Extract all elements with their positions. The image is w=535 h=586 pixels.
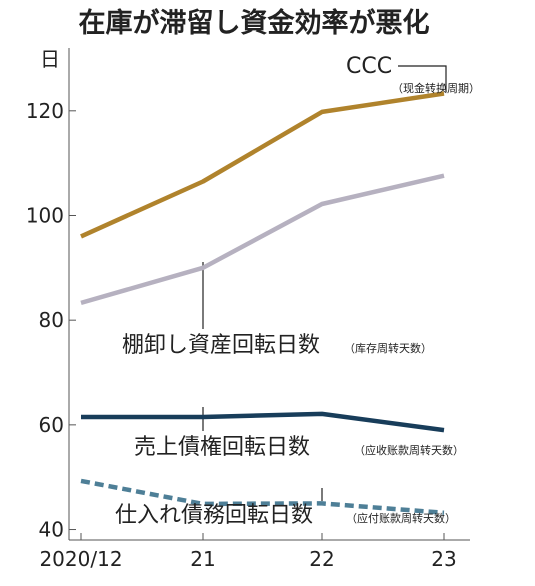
chart-title: 在庫が滞留し資金効率が悪化 (79, 7, 430, 39)
y-tick-label: 120 (26, 99, 64, 123)
series-label: 仕入れ債務回転日数 (115, 503, 313, 528)
series-line (80, 91, 445, 239)
series-label: 売上債権回転日数 (134, 435, 310, 460)
x-tick-label: 2020/12 (39, 547, 122, 571)
y-tick-label: 60 (39, 413, 64, 437)
series-line (80, 173, 445, 306)
series-label: 棚卸し資産回転日数 (122, 333, 320, 358)
series-note: （库存周转天数） (344, 341, 432, 355)
x-tick-label: 23 (431, 547, 456, 571)
x-tick-label: 21 (190, 547, 215, 571)
series-line (81, 411, 445, 433)
y-tick-label: 80 (39, 308, 64, 332)
series-leader-line (398, 65, 447, 92)
x-tick-label: 22 (309, 547, 334, 571)
y-tick-label: 100 (26, 203, 64, 227)
series-line (80, 478, 445, 516)
series-label: CCC (346, 54, 392, 79)
y-tick-label: 40 (39, 518, 64, 542)
y-axis-unit: 日 (40, 47, 60, 71)
series-note: （应付账款周转天数） (346, 511, 456, 525)
series-note: （应收账款周转天数） (354, 443, 464, 457)
series-note: （现金转换周期） (392, 81, 480, 95)
